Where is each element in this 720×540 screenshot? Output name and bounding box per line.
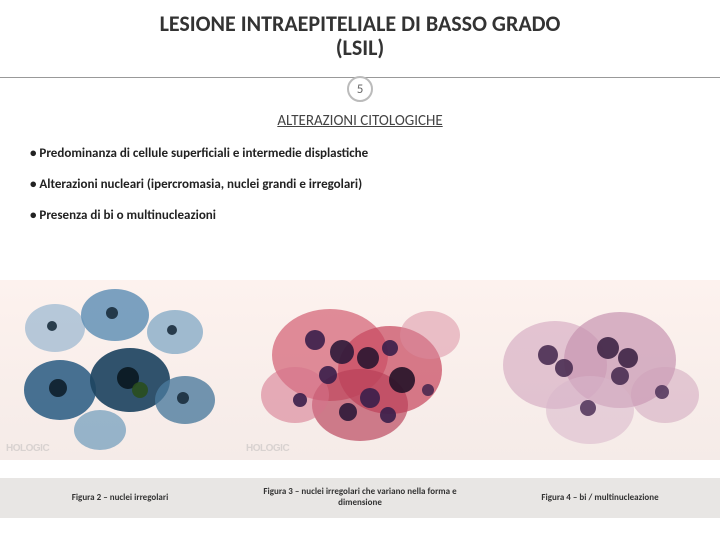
bullet-item: • Presenza di bi o multinucleazioni (30, 208, 690, 223)
watermark: HOLOGIC (246, 443, 289, 454)
caption-2: Figura 2 – nuclei irregolari (0, 493, 240, 504)
figures-row: HOLOGIC HOLOGIC (0, 280, 720, 460)
captions-row: Figura 2 – nuclei irregolari Figura 3 – … (0, 478, 720, 518)
figure-4 (480, 280, 720, 460)
section-subtitle: ALTERAZIONI CITOLOGICHE (0, 112, 720, 130)
figure-2-image (0, 280, 240, 460)
title-line2: (LSIL) (0, 37, 720, 59)
page-number-badge: 5 (347, 76, 373, 102)
caption-3: Figura 3 – nuclei irregolari che variano… (240, 487, 480, 509)
bullet-item: • Predominanza di cellule superficiali e… (30, 146, 690, 161)
figure-4-image (480, 280, 720, 460)
bullet-list: • Predominanza di cellule superficiali e… (30, 146, 720, 223)
page-number: 5 (347, 76, 373, 102)
figure-3: HOLOGIC (240, 280, 480, 460)
figure-2: HOLOGIC (0, 280, 240, 460)
figure-3-image (240, 280, 480, 460)
watermark: HOLOGIC (6, 443, 49, 454)
caption-4: Figura 4 – bi / multinucleazione (480, 493, 720, 504)
slide-title: LESIONE INTRAEPITELIALE DI BASSO GRADO (… (0, 0, 720, 59)
title-line1: LESIONE INTRAEPITELIALE DI BASSO GRADO (0, 10, 720, 37)
bullet-item: • Alterazioni nucleari (ipercromasia, nu… (30, 177, 690, 192)
